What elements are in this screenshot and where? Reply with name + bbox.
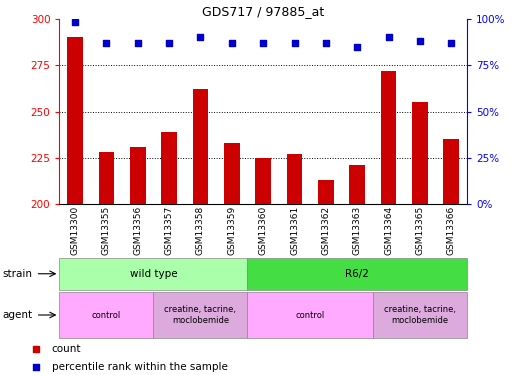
- Bar: [248, 292, 373, 338]
- Text: GSM13300: GSM13300: [71, 206, 79, 255]
- Text: GSM13358: GSM13358: [196, 206, 205, 255]
- Text: control: control: [296, 310, 325, 320]
- Bar: [99, 152, 114, 204]
- Bar: [412, 102, 428, 204]
- Text: agent: agent: [3, 310, 33, 320]
- Point: [134, 40, 142, 46]
- Bar: [255, 158, 271, 204]
- Text: GSM13355: GSM13355: [102, 206, 111, 255]
- Bar: [67, 38, 83, 204]
- Title: GDS717 / 97885_at: GDS717 / 97885_at: [202, 4, 324, 18]
- Point: [102, 40, 110, 46]
- Bar: [287, 154, 302, 204]
- Bar: [59, 292, 153, 338]
- Bar: [224, 143, 239, 204]
- Point: [32, 346, 40, 352]
- Point: [196, 34, 204, 40]
- Point: [447, 40, 456, 46]
- Text: GSM13356: GSM13356: [133, 206, 142, 255]
- Bar: [161, 132, 177, 204]
- Text: creatine, tacrine,
moclobemide: creatine, tacrine, moclobemide: [384, 305, 456, 325]
- Point: [32, 364, 40, 370]
- Bar: [192, 89, 208, 204]
- Bar: [381, 71, 396, 204]
- Point: [71, 20, 79, 26]
- Text: GSM13364: GSM13364: [384, 206, 393, 255]
- Text: GSM13361: GSM13361: [290, 206, 299, 255]
- Text: GSM13360: GSM13360: [259, 206, 268, 255]
- Point: [384, 34, 393, 40]
- Text: wild type: wild type: [130, 269, 177, 279]
- Point: [165, 40, 173, 46]
- Text: GSM13357: GSM13357: [165, 206, 173, 255]
- Point: [291, 40, 299, 46]
- Bar: [373, 292, 467, 338]
- Bar: [443, 140, 459, 204]
- Bar: [59, 258, 248, 290]
- Point: [322, 40, 330, 46]
- Point: [228, 40, 236, 46]
- Text: count: count: [52, 344, 81, 354]
- Text: strain: strain: [3, 269, 33, 279]
- Bar: [248, 258, 467, 290]
- Bar: [318, 180, 334, 204]
- Text: control: control: [92, 310, 121, 320]
- Bar: [153, 292, 248, 338]
- Text: GSM13363: GSM13363: [353, 206, 362, 255]
- Text: GSM13362: GSM13362: [321, 206, 330, 255]
- Bar: [130, 147, 146, 204]
- Text: percentile rank within the sample: percentile rank within the sample: [52, 362, 228, 372]
- Text: R6/2: R6/2: [345, 269, 369, 279]
- Bar: [349, 165, 365, 204]
- Text: GSM13366: GSM13366: [447, 206, 456, 255]
- Text: GSM13365: GSM13365: [415, 206, 425, 255]
- Point: [353, 44, 361, 50]
- Text: GSM13359: GSM13359: [228, 206, 236, 255]
- Text: creatine, tacrine,
moclobemide: creatine, tacrine, moclobemide: [165, 305, 236, 325]
- Point: [416, 38, 424, 44]
- Point: [259, 40, 267, 46]
